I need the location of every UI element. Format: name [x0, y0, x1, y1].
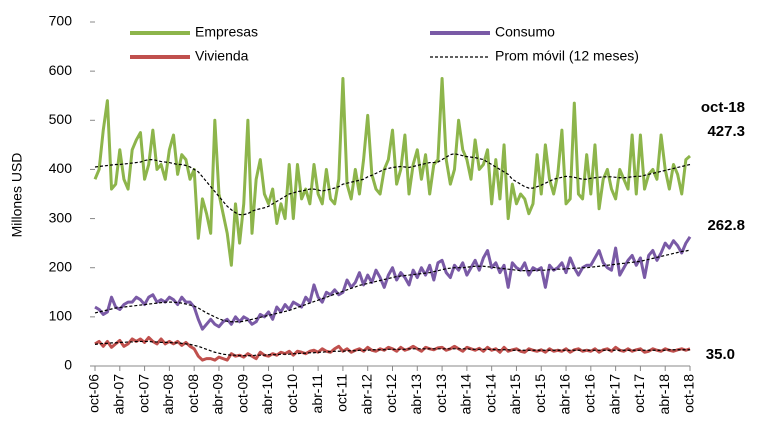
- x-tick-label: oct-08: [185, 374, 201, 413]
- x-tick-label: oct-07: [135, 374, 151, 413]
- y-tick-label: 700: [49, 13, 73, 29]
- y-axis-label: Millones USD: [9, 153, 25, 238]
- x-tick-label: abr-13: [408, 374, 424, 415]
- annotation: oct-18: [701, 99, 745, 116]
- y-tick-label: 200: [49, 258, 73, 274]
- y-tick-label: 100: [49, 308, 73, 324]
- x-tick-label: oct-09: [234, 374, 250, 413]
- x-tick-label: oct-18: [681, 374, 697, 413]
- x-tick-label: oct-06: [86, 374, 102, 413]
- x-tick-label: oct-10: [284, 374, 300, 413]
- series-line: [94, 336, 691, 362]
- annotation: 427.3: [707, 123, 745, 140]
- legend-label: Consumo: [495, 24, 555, 40]
- y-tick-label: 600: [49, 62, 73, 78]
- y-tick-label: 400: [49, 160, 73, 176]
- x-tick-label: oct-15: [532, 374, 548, 413]
- series-line: [93, 77, 691, 267]
- x-tick-label: oct-16: [582, 374, 598, 413]
- x-tick-label: abr-14: [458, 374, 474, 415]
- legend-label: Prom móvil (12 meses): [495, 48, 639, 64]
- x-tick-label: abr-09: [210, 374, 226, 415]
- x-tick-label: abr-11: [309, 374, 325, 414]
- x-tick-label: abr-10: [259, 374, 275, 415]
- x-tick-label: abr-12: [358, 374, 374, 415]
- y-tick-label: 0: [64, 357, 72, 373]
- x-tick-label: abr-17: [606, 374, 622, 415]
- legend-label: Vivienda: [195, 48, 249, 64]
- moving-average-line: [94, 249, 691, 323]
- x-tick-label: oct-12: [383, 374, 399, 413]
- legend-label: Empresas: [195, 24, 258, 40]
- x-tick-label: abr-07: [110, 374, 126, 415]
- x-tick-label: abr-18: [656, 374, 672, 415]
- x-tick-label: oct-13: [433, 374, 449, 413]
- moving-average-line: [94, 153, 691, 216]
- y-tick-label: 500: [49, 111, 73, 127]
- x-tick-label: abr-15: [507, 374, 523, 415]
- x-tick-label: oct-14: [482, 374, 498, 413]
- annotation: 262.8: [707, 217, 745, 234]
- annotation: 35.0: [706, 346, 735, 363]
- x-tick-label: abr-08: [160, 374, 176, 415]
- x-tick-label: oct-11: [334, 374, 350, 412]
- x-tick-label: abr-16: [557, 374, 573, 415]
- x-tick-label: oct-17: [631, 374, 647, 413]
- y-tick-label: 300: [49, 209, 73, 225]
- series-line: [94, 236, 692, 331]
